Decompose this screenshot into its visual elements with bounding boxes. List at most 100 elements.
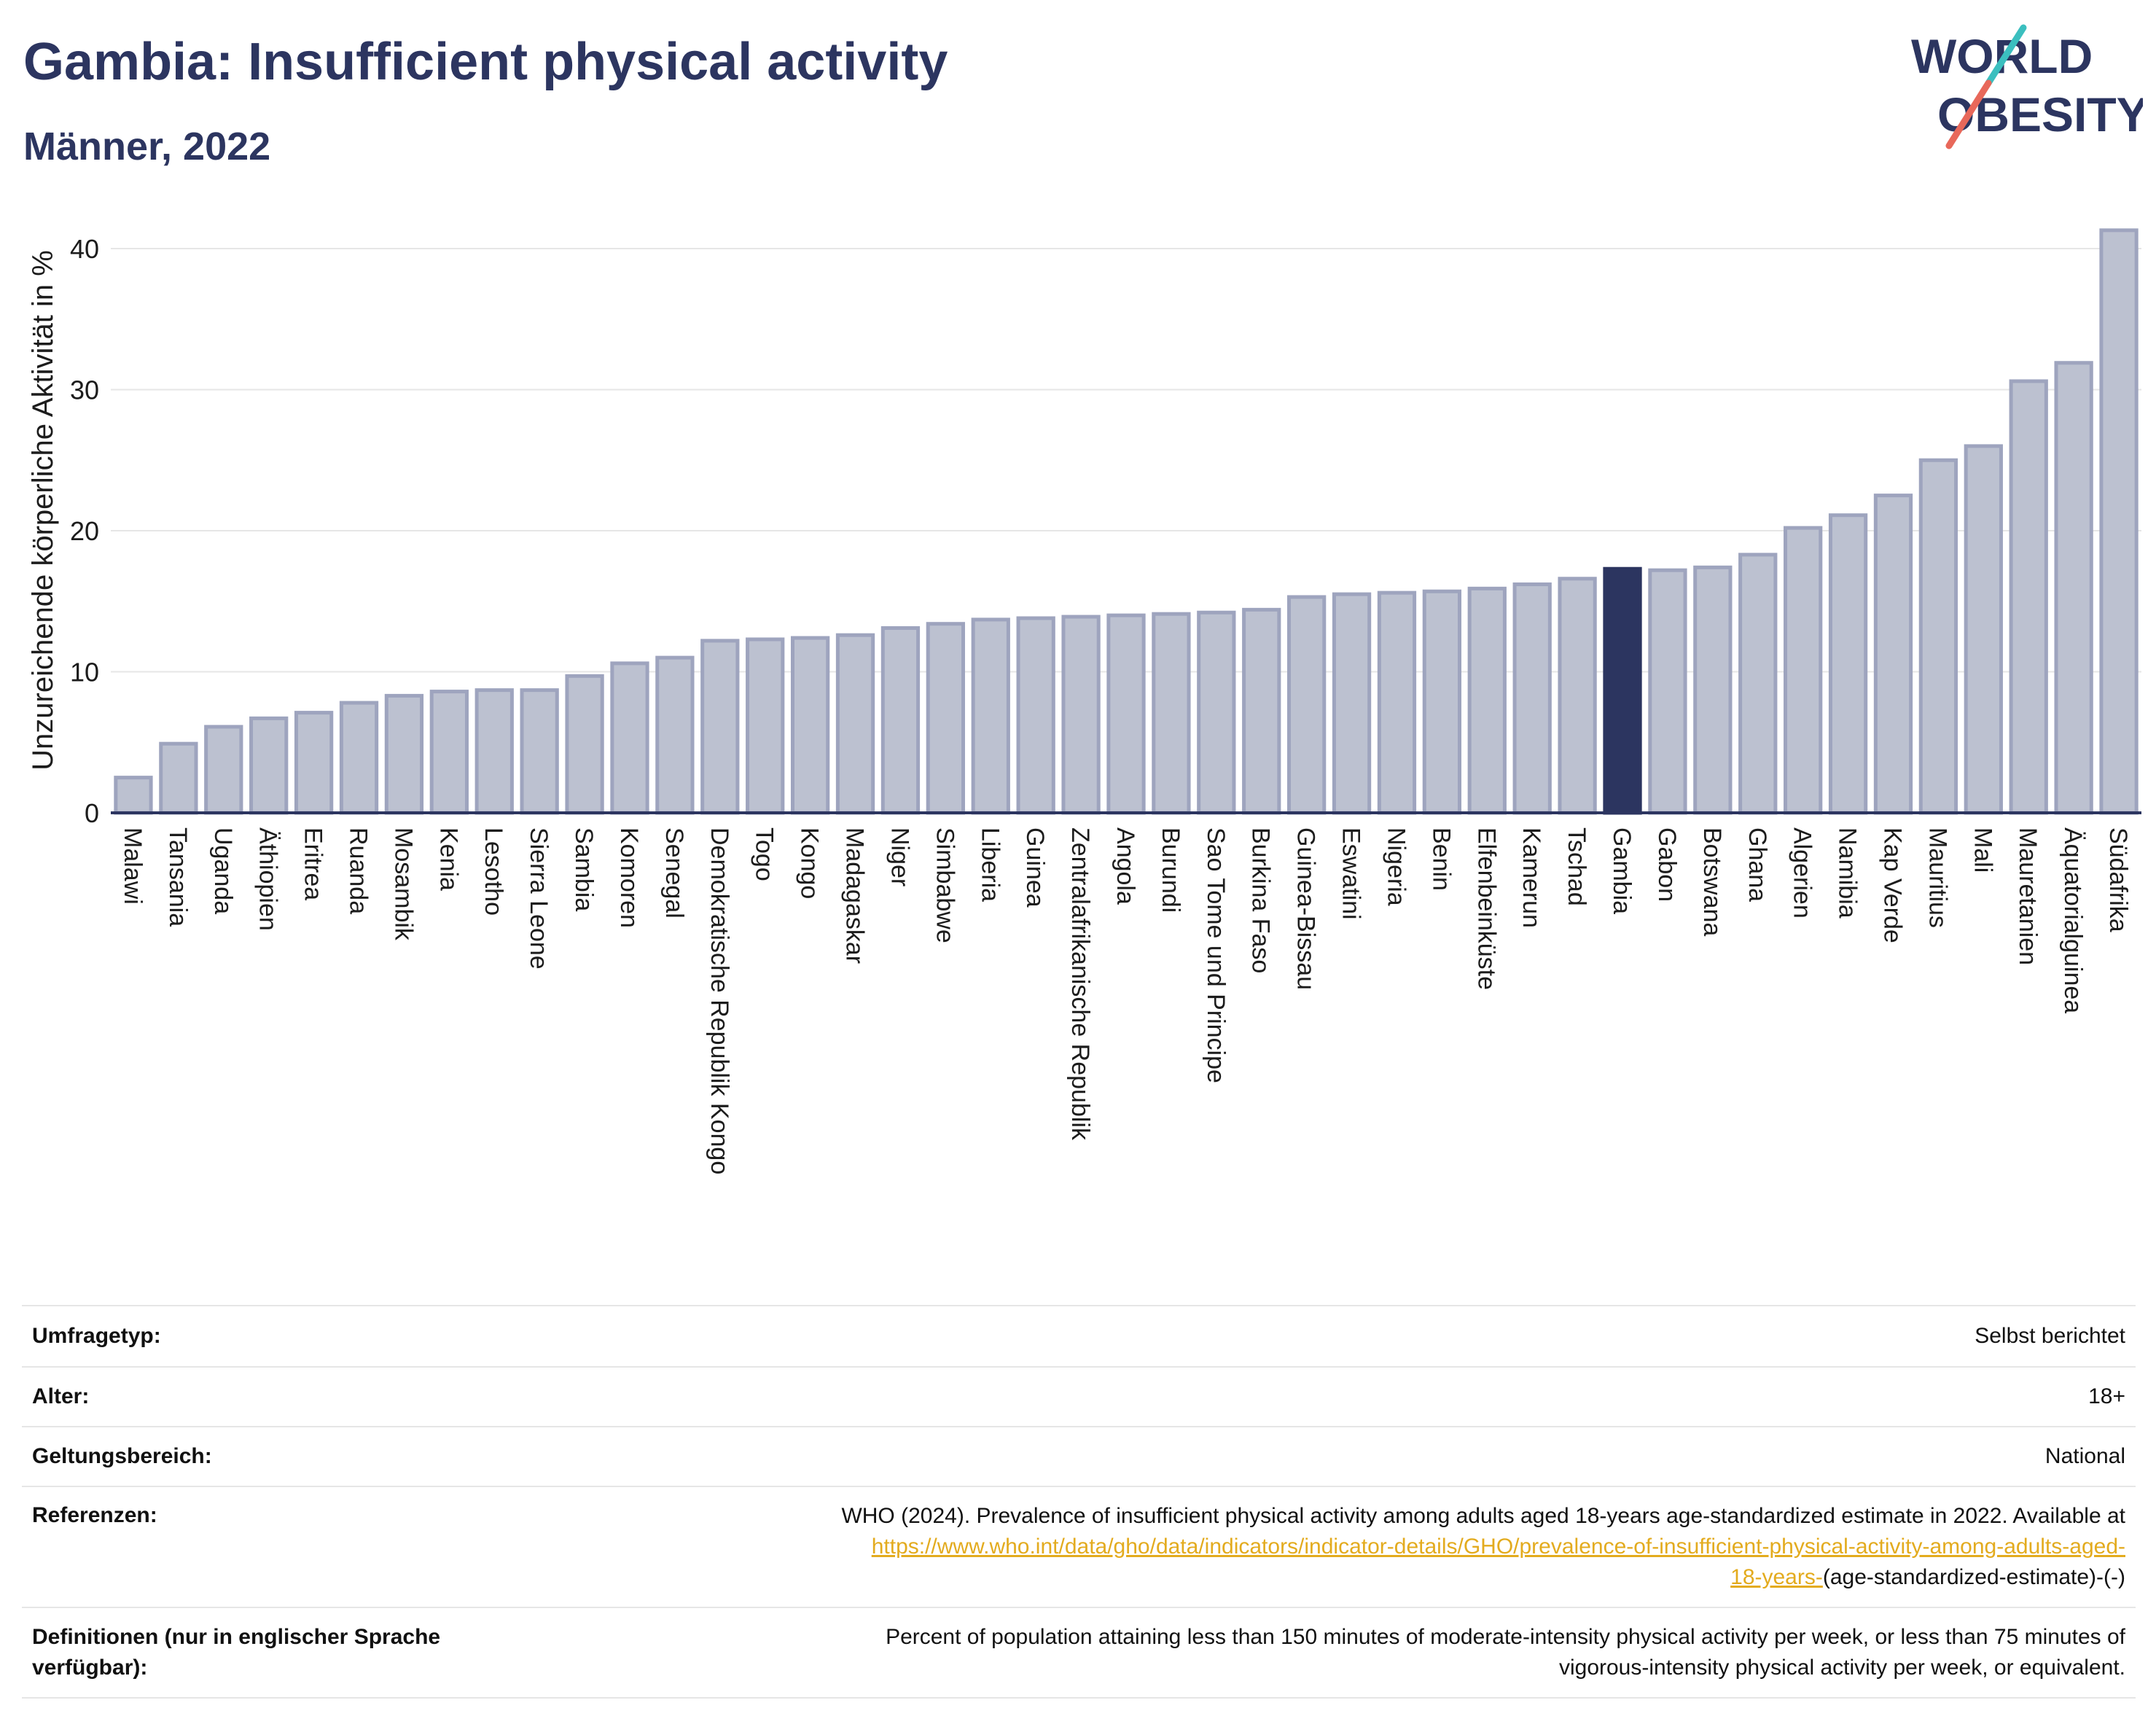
x-tick-label: Burundi <box>1157 827 1184 913</box>
bar <box>1784 526 1823 815</box>
bar <box>1648 568 1687 815</box>
info-row-survey-type: Umfragetyp: Selbst berichtet <box>22 1305 2136 1368</box>
references-link-continued[interactable]: 18-years- <box>1730 1565 1823 1589</box>
x-tick-label: Komoren <box>615 827 643 928</box>
bar <box>1377 590 1417 815</box>
bar <box>159 741 198 815</box>
bar <box>1061 615 1101 815</box>
bar <box>1286 595 1327 815</box>
bar <box>1558 577 1597 815</box>
info-table: Umfragetyp: Selbst berichtet Alter: 18+ … <box>22 1305 2136 1699</box>
bar <box>1918 458 1958 815</box>
x-tick-label: Madagaskar <box>841 827 869 964</box>
bar <box>610 661 649 815</box>
x-tick-label: Guinea-Bissau <box>1292 827 1320 990</box>
bar <box>1873 494 1913 815</box>
y-tick-label: 0 <box>85 798 99 828</box>
x-tick-label: Demokratische Republik Kongo <box>706 827 733 1174</box>
bar-chart: 0 10 20 30 40 Malawi Tansania Uganda Äthiopien E… <box>27 228 2141 1174</box>
bar <box>1512 582 1552 815</box>
x-tick-label: Mosambik <box>389 827 417 941</box>
bar <box>746 637 785 815</box>
scope-value: National <box>567 1426 2136 1487</box>
x-tick-label: Guinea <box>1021 827 1049 908</box>
x-tick-label: Senegal <box>660 827 688 919</box>
y-tick-label: 30 <box>70 375 99 405</box>
y-axis-label: Unzureichende körperliche Aktivität in % <box>27 250 59 771</box>
x-tick-label: Mauretanien <box>2014 827 2042 965</box>
definitions-label-continued: verfügbar): <box>32 1656 148 1680</box>
x-tick-label: Tansania <box>164 827 192 927</box>
info-row-scope: Geltungsbereich: National <box>22 1426 2136 1487</box>
bar <box>1964 444 2003 815</box>
x-tick-label: Ruanda <box>345 827 372 914</box>
bar <box>204 725 243 815</box>
definitions-text: Percent of population attaining less tha… <box>886 1625 2125 1649</box>
y-tick-label: 40 <box>70 234 99 264</box>
x-tick-label: Sambia <box>570 827 598 911</box>
bar <box>294 711 334 815</box>
bar <box>2054 361 2093 815</box>
x-tick-label: Zentralafrikanische Republik <box>1066 827 1094 1141</box>
bar <box>429 690 469 815</box>
x-tick-label: Südafrika <box>2104 827 2132 932</box>
logo-slash-teal <box>1985 24 2027 87</box>
x-tick-label: Ghana <box>1743 827 1771 902</box>
x-tick-label: Äquatorialguinea <box>2059 827 2087 1013</box>
x-tick-label: Algerien <box>1789 827 1816 919</box>
x-tick-label: Togo <box>751 827 778 881</box>
bar <box>1422 589 1462 815</box>
bar <box>1332 592 1372 815</box>
bar <box>700 639 740 815</box>
x-tick-label: Gambia <box>1608 827 1636 914</box>
y-tick-label: 20 <box>70 516 99 546</box>
bar <box>835 633 875 815</box>
x-tick-label: Nigeria <box>1382 827 1410 906</box>
x-tick-label: Benin <box>1427 827 1455 891</box>
bar-highlighted <box>1603 566 1642 815</box>
references-suffix: (age-standardized-estimate)-(-) <box>1822 1565 2125 1589</box>
bar <box>1242 607 1281 815</box>
x-tick-label: Äthiopien <box>254 827 282 931</box>
bar <box>1693 565 1733 815</box>
x-tick-label: Mali <box>1969 827 1996 873</box>
references-link[interactable]: https://www.who.int/data/gho/data/indica… <box>871 1535 2125 1559</box>
bar <box>2099 228 2139 815</box>
x-tick-label: Burkina Faso <box>1247 827 1275 973</box>
page-title: Gambia: Insufficient physical activity <box>23 33 948 91</box>
x-tick-label: Kenia <box>434 827 462 891</box>
x-tick-labels: Malawi Tansania Uganda Äthiopien Eritrea Ruan… <box>119 827 2132 1174</box>
bar <box>384 693 424 815</box>
bar <box>339 701 379 815</box>
scope-label: Geltungsbereich: <box>22 1426 567 1487</box>
world-obesity-logo: WORLD OBESITY <box>1911 24 2143 149</box>
x-tick-label: Niger <box>886 827 913 886</box>
bar <box>1152 612 1191 815</box>
bars <box>114 228 2139 815</box>
references-text: WHO (2024). Prevalence of insufficient p… <box>841 1504 2125 1528</box>
bar <box>790 636 830 815</box>
bar <box>2009 379 2048 815</box>
logo-slash-coral <box>1945 79 1992 149</box>
y-tick-label: 10 <box>70 658 99 687</box>
definitions-label: Definitionen (nur in englischer Sprache <box>32 1625 441 1649</box>
x-tick-label: Kamerun <box>1518 827 1545 928</box>
x-tick-label: Tschad <box>1563 827 1590 906</box>
x-tick-label: Eritrea <box>300 827 327 900</box>
x-tick-label: Namibia <box>1834 827 1862 919</box>
page-subtitle: Männer, 2022 <box>23 125 271 168</box>
info-row-references: Referenzen: WHO (2024). Prevalence of in… <box>22 1486 2136 1608</box>
bar <box>565 674 604 815</box>
x-tick-label: Uganda <box>209 827 237 914</box>
bar <box>971 617 1010 815</box>
survey-type-value: Selbst berichtet <box>567 1305 2136 1368</box>
survey-type-label: Umfragetyp: <box>22 1305 567 1368</box>
x-tick-label: Botswana <box>1698 827 1726 936</box>
bar <box>1828 513 1868 815</box>
bar <box>1016 616 1055 815</box>
info-row-definitions: Definitionen (nur in englischer Sprache … <box>22 1607 2136 1699</box>
bar <box>1738 553 1778 815</box>
x-tick-label: Angola <box>1112 827 1139 905</box>
bar <box>1106 613 1146 815</box>
x-tick-label: Elfenbeinküste <box>1472 827 1500 990</box>
